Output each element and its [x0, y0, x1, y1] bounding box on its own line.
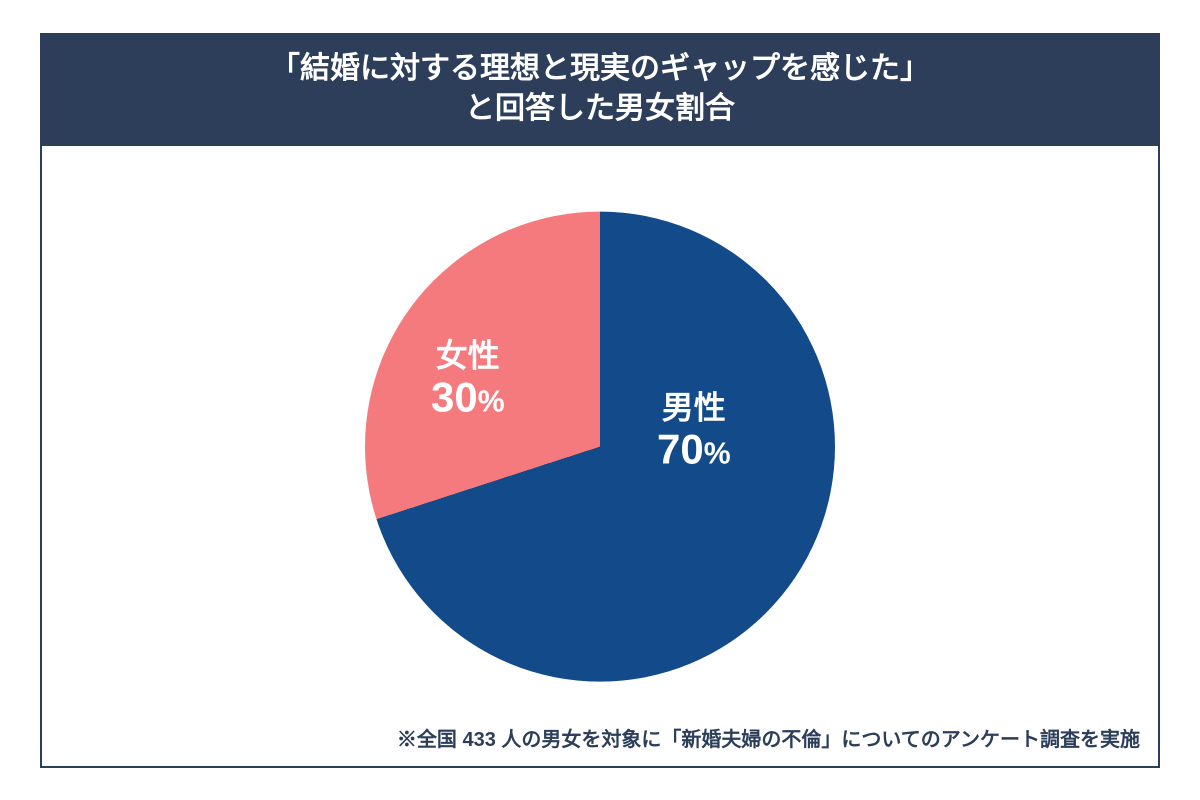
pie-label-female-pct: %: [478, 386, 505, 419]
pie-wrap: 男性70% 女性30%: [365, 211, 835, 681]
pie-label-male-category: 男性: [657, 389, 731, 426]
pie-label-female-value: 30%: [431, 374, 505, 422]
chart-title-line-2: と回答した男女割合: [465, 92, 735, 125]
chart-area: 男性70% 女性30% ※全国 433 人の男女を対象に「新婚夫婦の不倫」について…: [42, 146, 1158, 766]
pie-label-male-value: 70%: [657, 426, 731, 474]
pie-label-male: 男性70%: [657, 389, 731, 474]
pie-label-male-pct: %: [704, 438, 731, 471]
chart-card: 「結婚に対する理想と現実のギャップを感じた」 と回答した男女割合 男性70% 女性…: [40, 33, 1160, 768]
chart-title-bar: 「結婚に対する理想と現実のギャップを感じた」 と回答した男女割合: [42, 35, 1158, 146]
pie-label-female-category: 女性: [431, 337, 505, 374]
chart-title-line-1: 「結婚に対する理想と現実のギャップを感じた」: [270, 52, 930, 85]
pie-label-female: 女性30%: [431, 337, 505, 422]
pie-chart: [365, 211, 835, 681]
chart-footnote: ※全国 433 人の男女を対象に「新婚夫婦の不倫」についてのアンケート調査を実施: [397, 723, 1140, 752]
